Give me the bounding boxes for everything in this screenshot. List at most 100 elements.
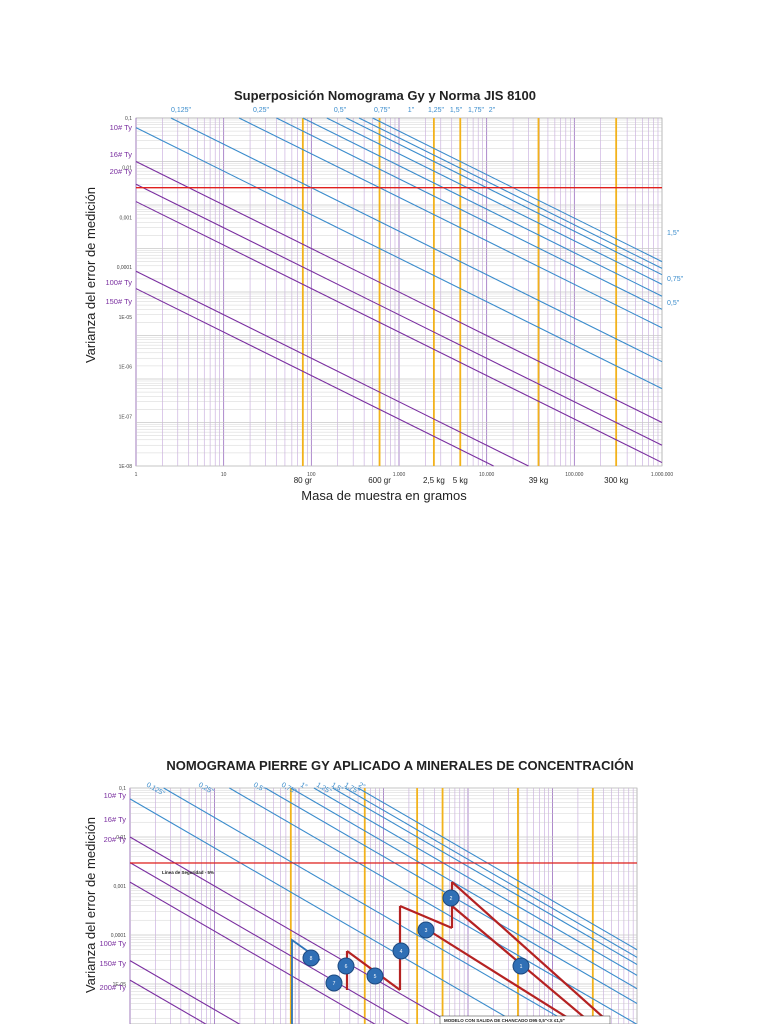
series-line — [229, 787, 638, 1024]
chart-2-series — [129, 787, 638, 1024]
chart-2-mass-lines — [289, 788, 594, 1024]
chart-2-step-markers: 1 2 3 4 5 6 7 8 — [302, 889, 530, 992]
x-tick-label: 1 — [135, 472, 138, 478]
series-line — [135, 183, 663, 446]
mesh-label: 20# Ty — [110, 167, 133, 176]
step-marker: 8 — [302, 949, 320, 967]
mesh-label: 20# Ty — [104, 835, 127, 844]
y-tick-label: 0,001 — [119, 215, 132, 221]
y-tick-label: 1E-05 — [119, 315, 133, 321]
mesh-label: 10# Ty — [104, 791, 127, 800]
series-line — [372, 117, 663, 263]
top-size-label: 1,75" — [468, 107, 485, 114]
top-size-label: 2" — [357, 782, 366, 792]
series-line — [332, 787, 638, 965]
mesh-label: 150# Ty — [105, 297, 132, 306]
series-line — [135, 201, 663, 464]
top-size-label: 1" — [299, 782, 308, 792]
step-circle — [366, 967, 384, 985]
series-line — [170, 117, 663, 363]
mesh-label: 10# Ty — [110, 123, 133, 132]
top-size-label: 2" — [489, 107, 496, 114]
step-marker: 7 — [325, 974, 343, 992]
x-tick-label: 1.000 — [393, 472, 406, 478]
series-line — [238, 117, 663, 329]
step-circle — [325, 974, 343, 992]
step-marker: 2 — [442, 889, 460, 907]
series-line — [135, 127, 663, 390]
chart-1-x-ticks: 1 10 100 1.000 10.000 100.000 1.000.000 — [135, 472, 674, 478]
series-line — [344, 787, 638, 958]
chart-1-mass-lines — [301, 118, 618, 466]
top-size-label: 0,25" — [253, 107, 270, 114]
y-tick-label: 0,1 — [125, 116, 132, 122]
y-tick-label: 1E-08 — [119, 464, 133, 470]
chart-1-series — [135, 117, 663, 467]
series-line — [135, 161, 663, 423]
mesh-label: 200# Ty — [99, 983, 126, 992]
mass-marker-label: 5 kg — [453, 476, 468, 485]
series-line — [135, 288, 494, 467]
x-tick-label: 10.000 — [479, 472, 495, 478]
step-circle — [512, 957, 530, 975]
series-line — [129, 979, 207, 1024]
chart-2-y-label: Varianza del error de medición — [83, 817, 98, 993]
series-line — [357, 787, 638, 951]
y-tick-label: 0,0001 — [117, 265, 133, 271]
series-line — [129, 881, 376, 1024]
chart-2-safety-label: Línea de Seguridad - 5% — [162, 870, 214, 875]
y-tick-label: 0,01 — [116, 835, 126, 841]
mesh-label: 150# Ty — [99, 959, 126, 968]
chart-1-y-ticks: 0,1 0,01 0,001 0,0001 1E-05 1E-06 1E-07 1E-08 — [117, 116, 133, 470]
series-line — [129, 960, 241, 1024]
series-line — [302, 117, 663, 297]
mesh-label: 100# Ty — [105, 278, 132, 287]
right-size-label: 0,5" — [667, 300, 680, 307]
mass-marker-label: 39 kg — [529, 476, 549, 485]
path-segment — [399, 904, 453, 930]
mass-marker-label: 300 kg — [604, 476, 628, 485]
series-line — [129, 862, 410, 1024]
top-size-label: 1,25" — [428, 107, 445, 114]
chart-2: NOMOGRAMA PIERRE GY APLICADO A MINERALES… — [83, 758, 638, 1024]
series-line — [313, 787, 638, 976]
right-size-label: 0,75" — [667, 276, 684, 283]
step-marker: 1 — [512, 957, 530, 975]
chart-2-y-ticks: 0,1 0,01 0,001 0,0001 1E-05 — [111, 786, 127, 988]
top-size-label: 1,5" — [450, 107, 463, 114]
mass-marker-label: 80 gr — [294, 476, 313, 485]
series-line — [358, 117, 663, 269]
y-tick-label: 0,01 — [122, 166, 132, 172]
step-marker: 3 — [417, 921, 435, 939]
step-circle — [442, 889, 460, 907]
top-size-label: 0,5" — [334, 107, 347, 114]
step-label: 3 — [425, 928, 428, 934]
step-circle — [302, 949, 320, 967]
x-tick-label: 100 — [307, 472, 316, 478]
step-circle — [392, 942, 410, 960]
step-label: 4 — [400, 949, 403, 955]
chart-1: Superposición Nomograma Gy y Norma JIS 8… — [83, 88, 684, 503]
chart-2-model-note-box — [439, 1015, 611, 1024]
mesh-label: 16# Ty — [104, 815, 127, 824]
path-segment — [451, 881, 605, 1019]
y-tick-label: 1E-05 — [113, 982, 127, 988]
step-label: 5 — [374, 974, 377, 980]
y-tick-label: 0,0001 — [111, 933, 127, 939]
series-line — [129, 798, 520, 1024]
path-segment — [427, 929, 569, 1019]
step-label: 1 — [520, 964, 523, 970]
y-tick-label: 1E-06 — [119, 365, 133, 371]
chart-1-title: Superposición Nomograma Gy y Norma JIS 8… — [234, 88, 536, 103]
mesh-label: 16# Ty — [110, 150, 133, 159]
step-marker: 5 — [366, 967, 384, 985]
top-size-label: 0,125" — [171, 107, 192, 114]
series-line — [276, 117, 663, 310]
mass-marker-label: 2,5 kg — [423, 476, 445, 485]
step-marker: 6 — [337, 957, 355, 975]
top-size-label: 0,75" — [374, 107, 391, 114]
y-tick-label: 0,001 — [113, 884, 126, 890]
x-tick-label: 1.000.000 — [651, 472, 673, 478]
chart-1-x-label: Masa de muestra en gramos — [301, 488, 467, 503]
